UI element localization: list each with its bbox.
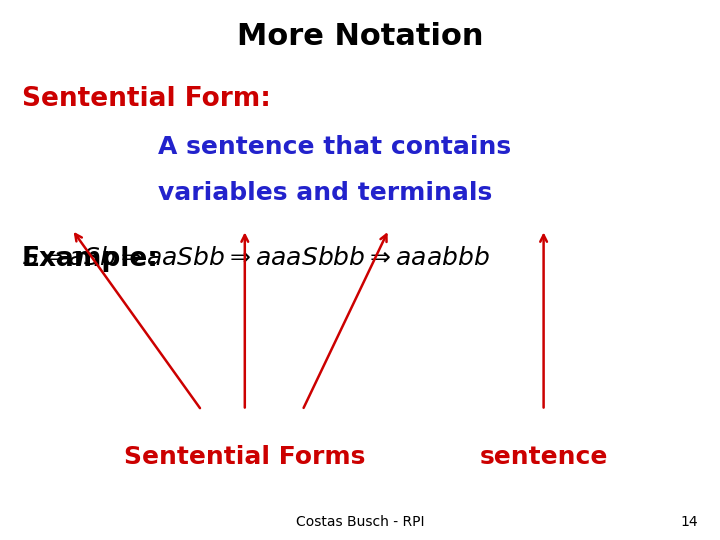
Text: Costas Busch - RPI: Costas Busch - RPI — [296, 515, 424, 529]
Text: Sentential Forms: Sentential Forms — [124, 446, 366, 469]
Text: Sentential Form:: Sentential Form: — [22, 86, 271, 112]
Text: variables and terminals: variables and terminals — [158, 181, 492, 205]
Text: More Notation: More Notation — [237, 22, 483, 51]
Text: Example:: Example: — [22, 246, 158, 272]
Text: $S \Rightarrow aSb \Rightarrow aaSbb \Rightarrow aaaSbbb \Rightarrow aaabbb$: $S \Rightarrow aSb \Rightarrow aaSbb \Ri… — [22, 246, 490, 269]
Text: A sentence that contains: A sentence that contains — [158, 135, 511, 159]
Text: 14: 14 — [681, 515, 698, 529]
Text: sentence: sentence — [480, 446, 608, 469]
